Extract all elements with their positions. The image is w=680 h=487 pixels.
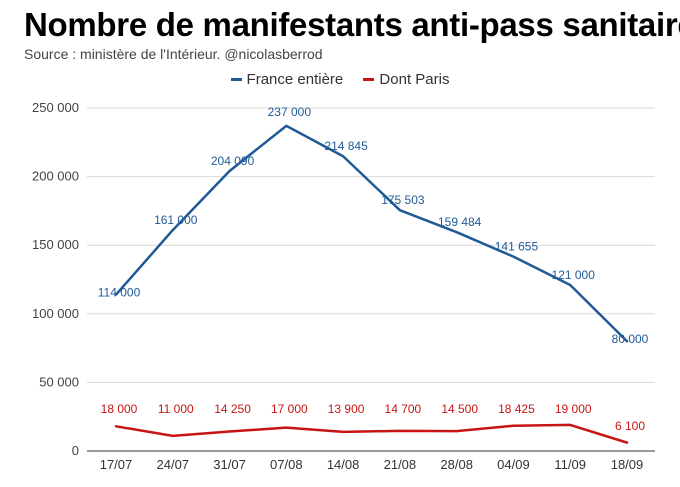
- data-label-paris: 19 000: [555, 402, 592, 416]
- x-tick-label: 28/08: [440, 457, 473, 472]
- x-tick-label: 18/09: [611, 457, 644, 472]
- y-tick-label: 200 000: [32, 169, 79, 184]
- legend-label-paris: Dont Paris: [379, 71, 450, 88]
- x-tick-label: 07/08: [270, 457, 303, 472]
- y-tick-label: 250 000: [32, 100, 79, 115]
- data-label-france: 161 000: [154, 213, 198, 227]
- data-label-paris: 18 000: [101, 402, 138, 416]
- data-label-france: 159 484: [438, 215, 482, 229]
- data-label-paris: 17 000: [271, 402, 308, 416]
- x-tick-label: 17/07: [100, 457, 133, 472]
- data-label-paris: 18 425: [498, 402, 535, 416]
- data-label-france: 80 000: [612, 332, 649, 346]
- data-label-paris: 6 100: [615, 419, 645, 433]
- y-tick-label: 50 000: [39, 374, 79, 389]
- data-label-france: 214 845: [324, 139, 368, 153]
- legend-item-france: France entière: [230, 71, 344, 88]
- data-label-paris: 14 500: [441, 402, 478, 416]
- data-label-paris: 14 250: [214, 402, 251, 416]
- series-line-paris: [114, 423, 629, 444]
- x-tick-label: 14/08: [327, 457, 360, 472]
- x-tick-label: 21/08: [384, 457, 417, 472]
- legend-swatch-paris: [363, 77, 375, 81]
- legend-label-france: France entière: [246, 71, 344, 88]
- data-label-france: 114 000: [98, 286, 141, 300]
- data-label-france: 204 090: [211, 154, 255, 168]
- chart-subtitle: Source : ministère de l'Intérieur. @nico…: [24, 46, 323, 62]
- x-tick-label: 04/09: [497, 457, 530, 472]
- x-tick-label: 31/07: [213, 457, 246, 472]
- data-label-france: 237 000: [268, 105, 312, 119]
- data-label-paris: 14 700: [385, 402, 422, 416]
- x-tick-label: 11/09: [554, 457, 586, 472]
- series-line-france: [114, 124, 629, 343]
- legend-swatch-france: [230, 77, 242, 81]
- chart-legend: France entière Dont Paris: [0, 71, 680, 88]
- data-label-france: 121 000: [552, 268, 596, 282]
- y-tick-label: 0: [72, 443, 79, 458]
- y-tick-label: 150 000: [32, 237, 79, 252]
- y-tick-label: 100 000: [32, 306, 79, 321]
- data-label-france: 141 655: [495, 240, 539, 254]
- chart-title: Nombre de manifestants anti-pass sanitai…: [24, 6, 680, 43]
- x-tick-label: 24/07: [157, 457, 190, 472]
- data-label-paris: 13 900: [328, 402, 365, 416]
- data-label-france: 175 503: [381, 193, 425, 207]
- data-label-paris: 11 000: [158, 402, 194, 416]
- legend-item-paris: Dont Paris: [363, 71, 449, 88]
